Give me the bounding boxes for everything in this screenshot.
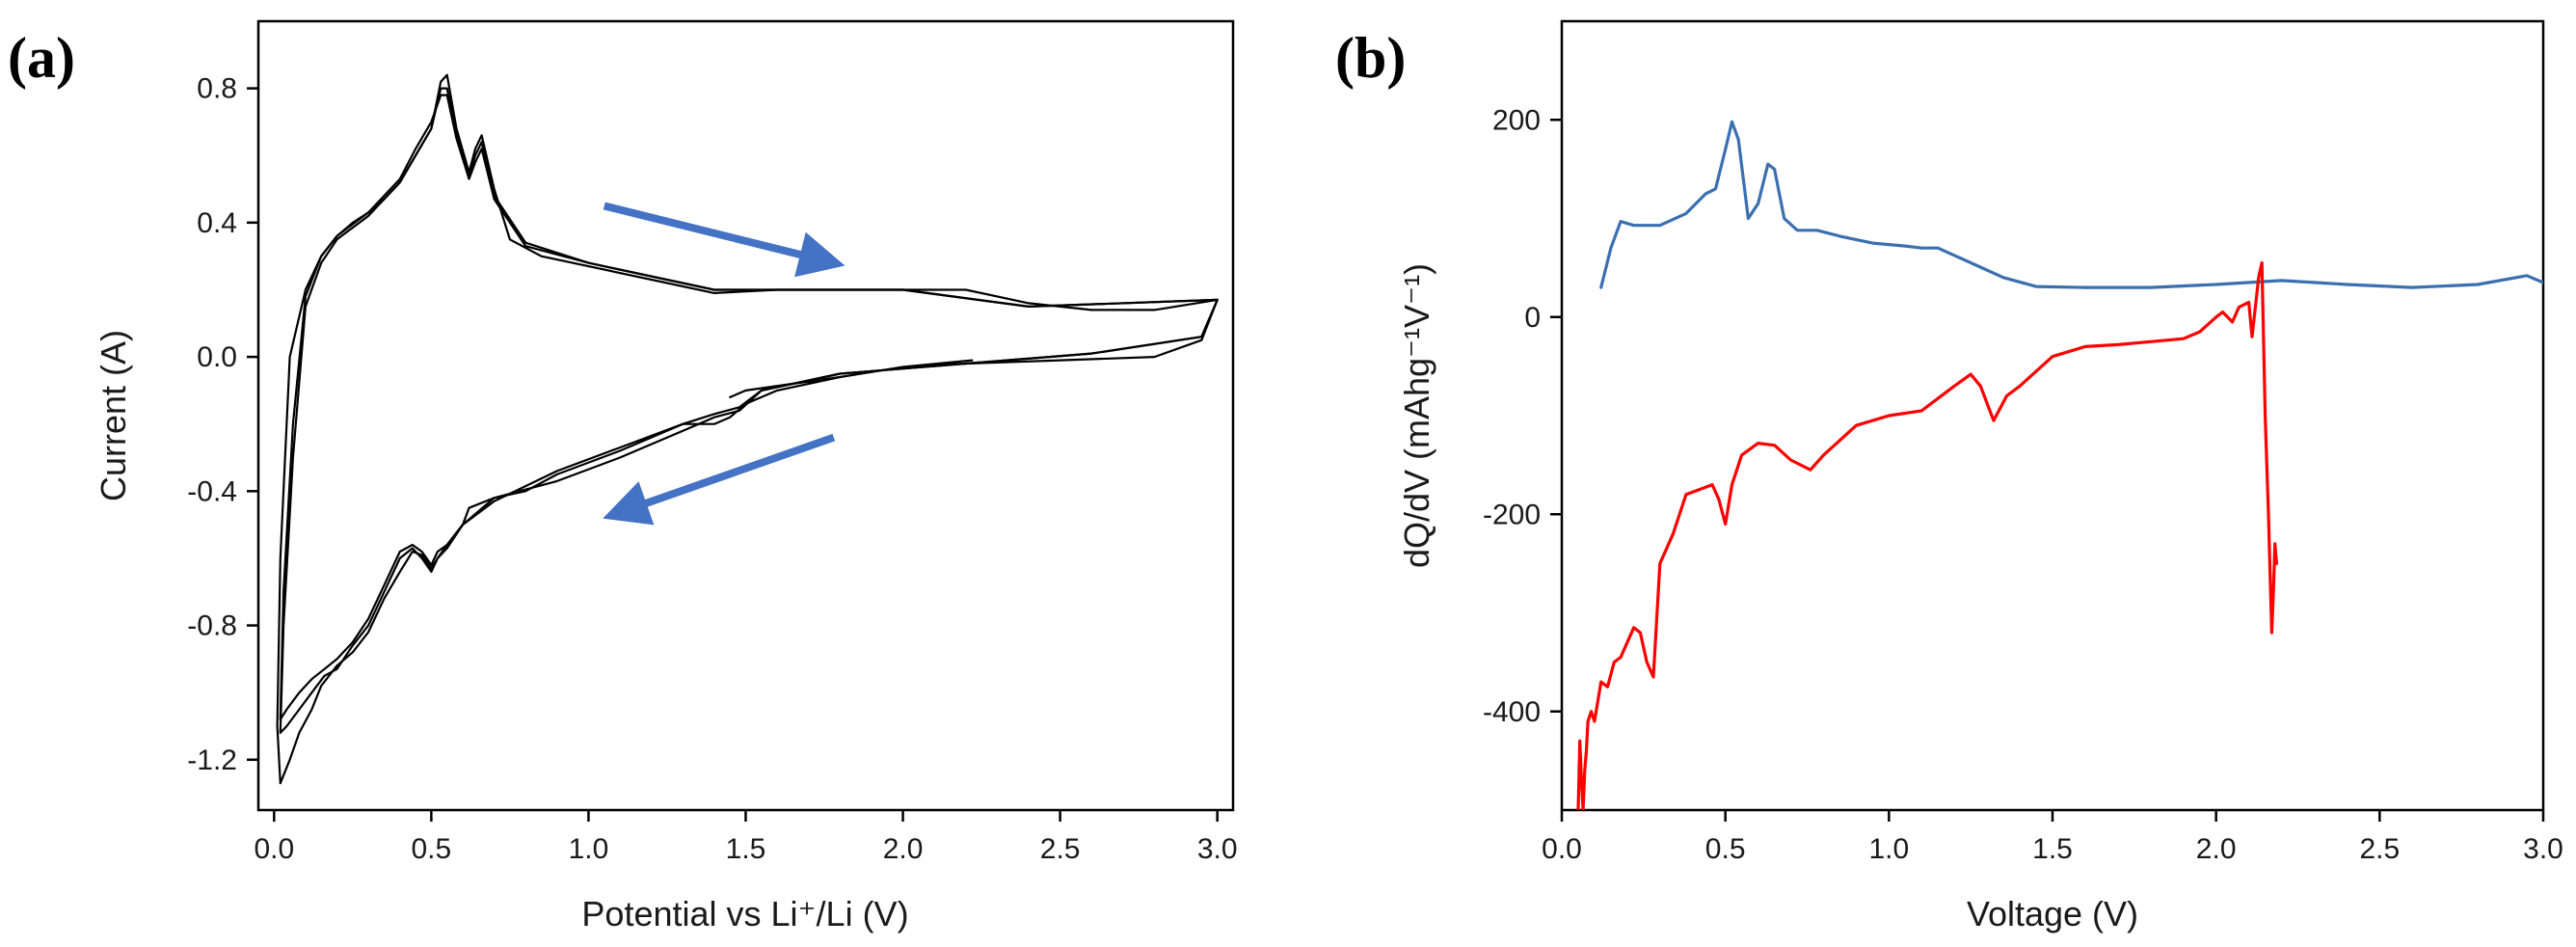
plot-b-ticks: 0.0 0.5 1.0 1.5 2.0 2.5 3.0 -400 -200 0 200 bbox=[1483, 104, 2563, 865]
x-tick-label: 2.5 bbox=[2359, 833, 2400, 865]
series-cycle-3 bbox=[279, 94, 1219, 721]
y-tick-label: 0.4 bbox=[197, 207, 237, 239]
y-tick-label: 0.8 bbox=[197, 73, 237, 105]
x-tick-label: 2.0 bbox=[2196, 833, 2237, 865]
x-tick-label: 3.0 bbox=[2523, 833, 2563, 865]
plot-b-frame bbox=[1560, 19, 2545, 812]
plot-b-xlabel: Voltage (V) bbox=[1967, 894, 2138, 933]
plot-a-frame bbox=[256, 19, 1235, 812]
x-tick-label: 1.5 bbox=[2032, 833, 2073, 865]
y-tick-label: 200 bbox=[1492, 104, 1541, 136]
dqdv-panel: (b) 0.0 0.5 1.0 1.5 2.0 2.5 3.0 -400 -200 0 200 Vo… bbox=[1335, 19, 2563, 933]
plot-b-series bbox=[1576, 120, 2543, 810]
x-tick-label: 0.5 bbox=[412, 833, 452, 865]
sweep-direction-arrow bbox=[603, 433, 836, 526]
cv-panel: (a) 0.0 0.5 1.0 1.5 2.0 2.5 3.0-1.2-0.8-0.40.0… bbox=[8, 19, 1238, 933]
y-tick-label: -0.8 bbox=[187, 610, 237, 642]
x-tick-label: 1.0 bbox=[1868, 833, 1909, 865]
series-discharge bbox=[1576, 260, 2278, 810]
series-cycle-2 bbox=[279, 87, 1219, 735]
x-tick-label: 1.5 bbox=[726, 833, 766, 865]
series-cycle-1 bbox=[276, 73, 1219, 785]
plot-a-series bbox=[276, 73, 1219, 785]
x-tick-label: 0.0 bbox=[254, 833, 294, 865]
plot-a-ylabel: Current (A) bbox=[94, 330, 133, 501]
panel-b-label: (b) bbox=[1335, 26, 1406, 90]
x-tick-label: 1.0 bbox=[569, 833, 609, 865]
plot-a-arrows bbox=[603, 202, 845, 526]
sweep-direction-arrow bbox=[603, 202, 845, 278]
x-tick-label: 0.5 bbox=[1705, 833, 1746, 865]
x-tick-label: 2.0 bbox=[883, 833, 924, 865]
x-tick-label: 0.0 bbox=[1542, 833, 1582, 865]
y-tick-label: -1.2 bbox=[187, 744, 237, 776]
y-tick-label: -0.4 bbox=[187, 475, 237, 507]
plot-b-ylabel: dQ/dV (mAhg⁻¹V⁻¹) bbox=[1397, 263, 1436, 568]
plot-a-ticks: 0.0 0.5 1.0 1.5 2.0 2.5 3.0 -1.2 -0.8 -0.4 0.0 0.4 0… bbox=[187, 73, 1237, 865]
y-tick-label: 0 bbox=[1524, 302, 1541, 334]
series-charge bbox=[1599, 120, 2543, 289]
y-tick-label: -200 bbox=[1483, 499, 1541, 530]
x-tick-label: 3.0 bbox=[1197, 833, 1238, 865]
y-tick-label: -400 bbox=[1483, 696, 1541, 728]
x-tick-label: 2.5 bbox=[1040, 833, 1081, 865]
y-tick-label: 0.0 bbox=[197, 341, 237, 373]
plot-a-xlabel: Potential vs Li⁺/Li (V) bbox=[581, 894, 908, 933]
panel-a-label: (a) bbox=[8, 26, 75, 90]
